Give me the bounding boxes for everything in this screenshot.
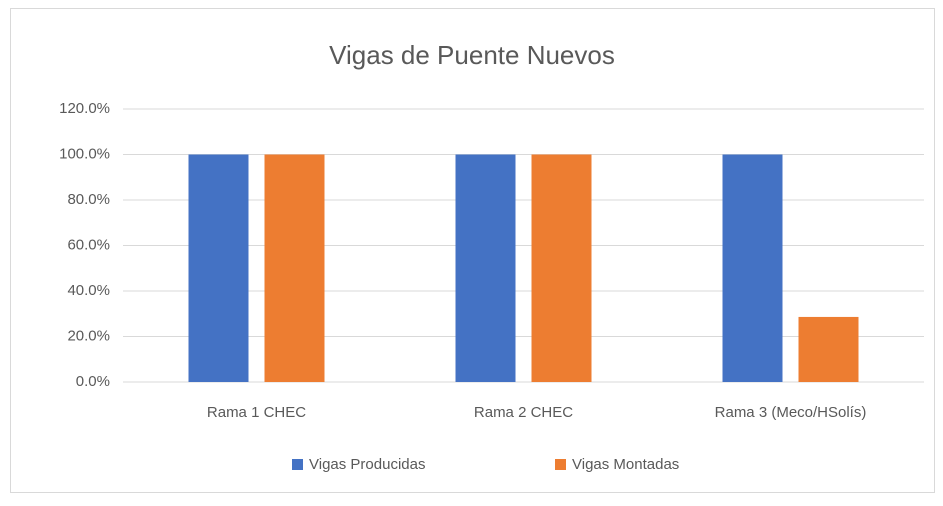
bar — [455, 154, 516, 382]
legend-label: Vigas Montadas — [572, 456, 679, 473]
bar — [798, 316, 859, 382]
bar — [531, 154, 592, 382]
y-tick-label: 20.0% — [67, 327, 110, 344]
y-tick-label: 80.0% — [67, 191, 110, 208]
bar — [722, 154, 783, 382]
legend-label: Vigas Producidas — [309, 456, 425, 473]
x-tick-label: Rama 1 CHEC — [207, 404, 306, 421]
bar — [264, 154, 325, 382]
x-tick-label: Rama 2 CHEC — [474, 404, 573, 421]
x-tick-label: Rama 3 (Meco/HSolís) — [715, 404, 867, 421]
legend-swatch — [292, 459, 303, 470]
y-tick-label: 60.0% — [67, 236, 110, 253]
y-tick-label: 0.0% — [76, 373, 110, 390]
legend-swatch — [555, 459, 566, 470]
chart-title: Vigas de Puente Nuevos — [329, 40, 615, 70]
y-tick-label: 100.0% — [59, 145, 110, 162]
y-tick-label: 120.0% — [59, 100, 110, 117]
bar — [188, 154, 249, 382]
y-tick-label: 40.0% — [67, 282, 110, 299]
